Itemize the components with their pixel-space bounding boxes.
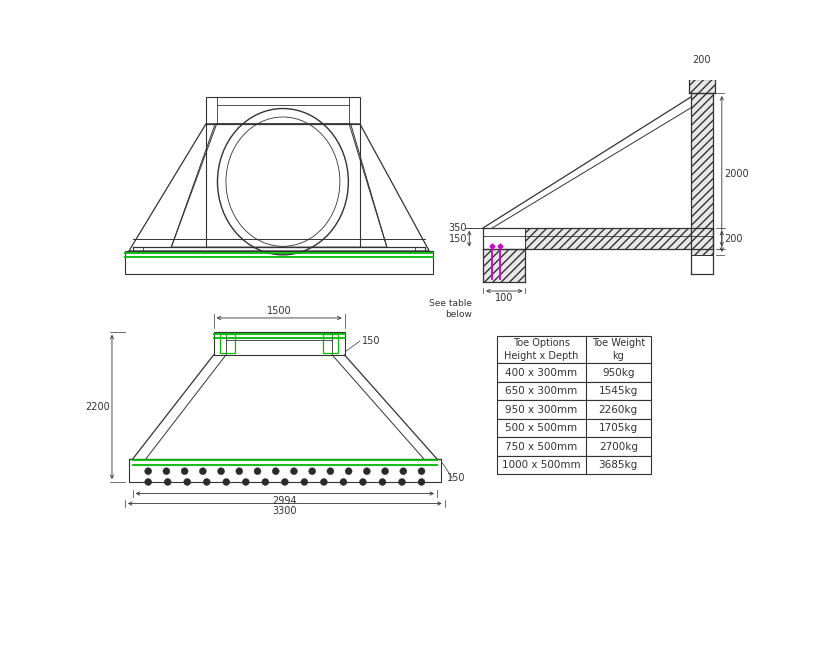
Text: See table
below: See table below bbox=[428, 299, 471, 319]
Circle shape bbox=[345, 468, 352, 475]
Bar bbox=[213, 331, 344, 355]
Circle shape bbox=[203, 478, 210, 486]
Circle shape bbox=[183, 478, 191, 486]
Text: 200: 200 bbox=[724, 233, 743, 243]
Text: 1545kg: 1545kg bbox=[598, 386, 638, 396]
Text: 200: 200 bbox=[692, 55, 711, 65]
Bar bbox=[220, 334, 235, 353]
Circle shape bbox=[261, 478, 269, 486]
Text: 950 x 300mm: 950 x 300mm bbox=[505, 405, 578, 415]
Circle shape bbox=[340, 478, 347, 486]
Circle shape bbox=[163, 468, 170, 475]
Circle shape bbox=[364, 468, 370, 475]
Circle shape bbox=[181, 468, 188, 475]
Circle shape bbox=[320, 478, 327, 486]
Circle shape bbox=[382, 468, 388, 475]
Bar bbox=[125, 251, 433, 274]
Text: 3685kg: 3685kg bbox=[598, 460, 638, 470]
Text: 650 x 300mm: 650 x 300mm bbox=[505, 386, 578, 396]
Circle shape bbox=[236, 468, 242, 475]
Circle shape bbox=[309, 468, 315, 475]
Bar bbox=[525, 228, 713, 249]
Text: 1500: 1500 bbox=[266, 305, 291, 315]
Bar bbox=[691, 93, 713, 255]
Text: 2000: 2000 bbox=[724, 169, 749, 179]
Circle shape bbox=[400, 468, 407, 475]
Bar bbox=[691, 228, 713, 249]
Text: Toe Options
Height x Depth: Toe Options Height x Depth bbox=[504, 338, 579, 361]
Circle shape bbox=[144, 478, 152, 486]
Circle shape bbox=[164, 478, 171, 486]
Text: 3300: 3300 bbox=[272, 506, 297, 516]
Bar bbox=[497, 382, 651, 400]
Bar bbox=[497, 438, 651, 456]
Circle shape bbox=[272, 468, 279, 475]
Circle shape bbox=[144, 468, 152, 475]
Circle shape bbox=[290, 468, 297, 475]
Circle shape bbox=[217, 468, 225, 475]
Text: 1000 x 500mm: 1000 x 500mm bbox=[502, 460, 580, 470]
Circle shape bbox=[418, 478, 425, 486]
Text: 350: 350 bbox=[448, 223, 467, 233]
Bar bbox=[129, 459, 441, 482]
Bar bbox=[323, 334, 339, 353]
Text: 150: 150 bbox=[448, 233, 467, 243]
Text: 2700kg: 2700kg bbox=[598, 442, 637, 452]
Bar bbox=[206, 97, 360, 124]
Circle shape bbox=[379, 478, 386, 486]
Circle shape bbox=[199, 468, 207, 475]
Text: 950kg: 950kg bbox=[602, 368, 634, 378]
Bar bbox=[497, 400, 651, 419]
Text: 1705kg: 1705kg bbox=[598, 423, 637, 433]
Circle shape bbox=[327, 468, 334, 475]
Bar bbox=[497, 419, 651, 438]
Text: Toe Weight
kg: Toe Weight kg bbox=[592, 338, 645, 361]
Text: 150: 150 bbox=[447, 473, 466, 483]
Bar bbox=[483, 249, 525, 281]
Circle shape bbox=[254, 468, 261, 475]
Circle shape bbox=[222, 478, 230, 486]
Text: 150: 150 bbox=[362, 336, 380, 346]
Bar bbox=[689, 79, 715, 93]
Circle shape bbox=[281, 478, 288, 486]
Circle shape bbox=[398, 478, 406, 486]
Circle shape bbox=[301, 478, 308, 486]
Text: 750 x 500mm: 750 x 500mm bbox=[505, 442, 578, 452]
Bar bbox=[497, 364, 651, 382]
Text: 400 x 300mm: 400 x 300mm bbox=[505, 368, 578, 378]
Circle shape bbox=[359, 478, 366, 486]
Bar bbox=[497, 336, 651, 364]
Bar bbox=[497, 456, 651, 474]
Text: 2200: 2200 bbox=[85, 402, 110, 412]
Text: 100: 100 bbox=[496, 293, 514, 303]
Circle shape bbox=[242, 478, 249, 486]
Circle shape bbox=[418, 468, 425, 475]
Text: 2994: 2994 bbox=[272, 496, 297, 506]
Text: 2260kg: 2260kg bbox=[598, 405, 637, 415]
Text: 500 x 500mm: 500 x 500mm bbox=[505, 423, 578, 433]
